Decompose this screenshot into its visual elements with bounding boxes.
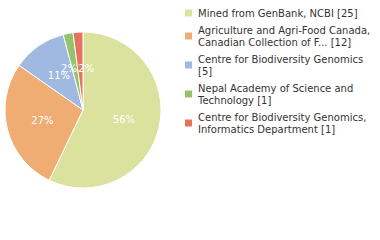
svg-text:Nepal Academy of Science and: Nepal Academy of Science and: [198, 83, 356, 94]
svg-text:Agriculture and Agri-Food Cana: Agriculture and Agri-Food Canada,: [198, 25, 373, 36]
svg-text:Technology [1]: Technology [1]: [197, 95, 271, 106]
svg-text:Centre for Biodiversity Genomi: Centre for Biodiversity Genomics: [198, 54, 366, 65]
svg-text:27%: 27%: [31, 115, 53, 126]
svg-text:56%: 56%: [113, 114, 135, 125]
svg-text:Informatics Department [1]: Informatics Department [1]: [198, 124, 335, 135]
svg-text:2%: 2%: [78, 63, 94, 74]
svg-text:Mined from GenBank, NCBI [25]: Mined from GenBank, NCBI [25]: [198, 8, 358, 19]
svg-text:2%: 2%: [61, 63, 77, 74]
svg-text:Canadian Collection of F... [1: Canadian Collection of F... [12]: [198, 37, 351, 48]
svg-text:11%: 11%: [47, 70, 71, 82]
svg-text:Centre for Biodiversity Genomi: Centre for Biodiversity Genomics,: [198, 112, 370, 123]
svg-text:[5]: [5]: [198, 66, 212, 77]
